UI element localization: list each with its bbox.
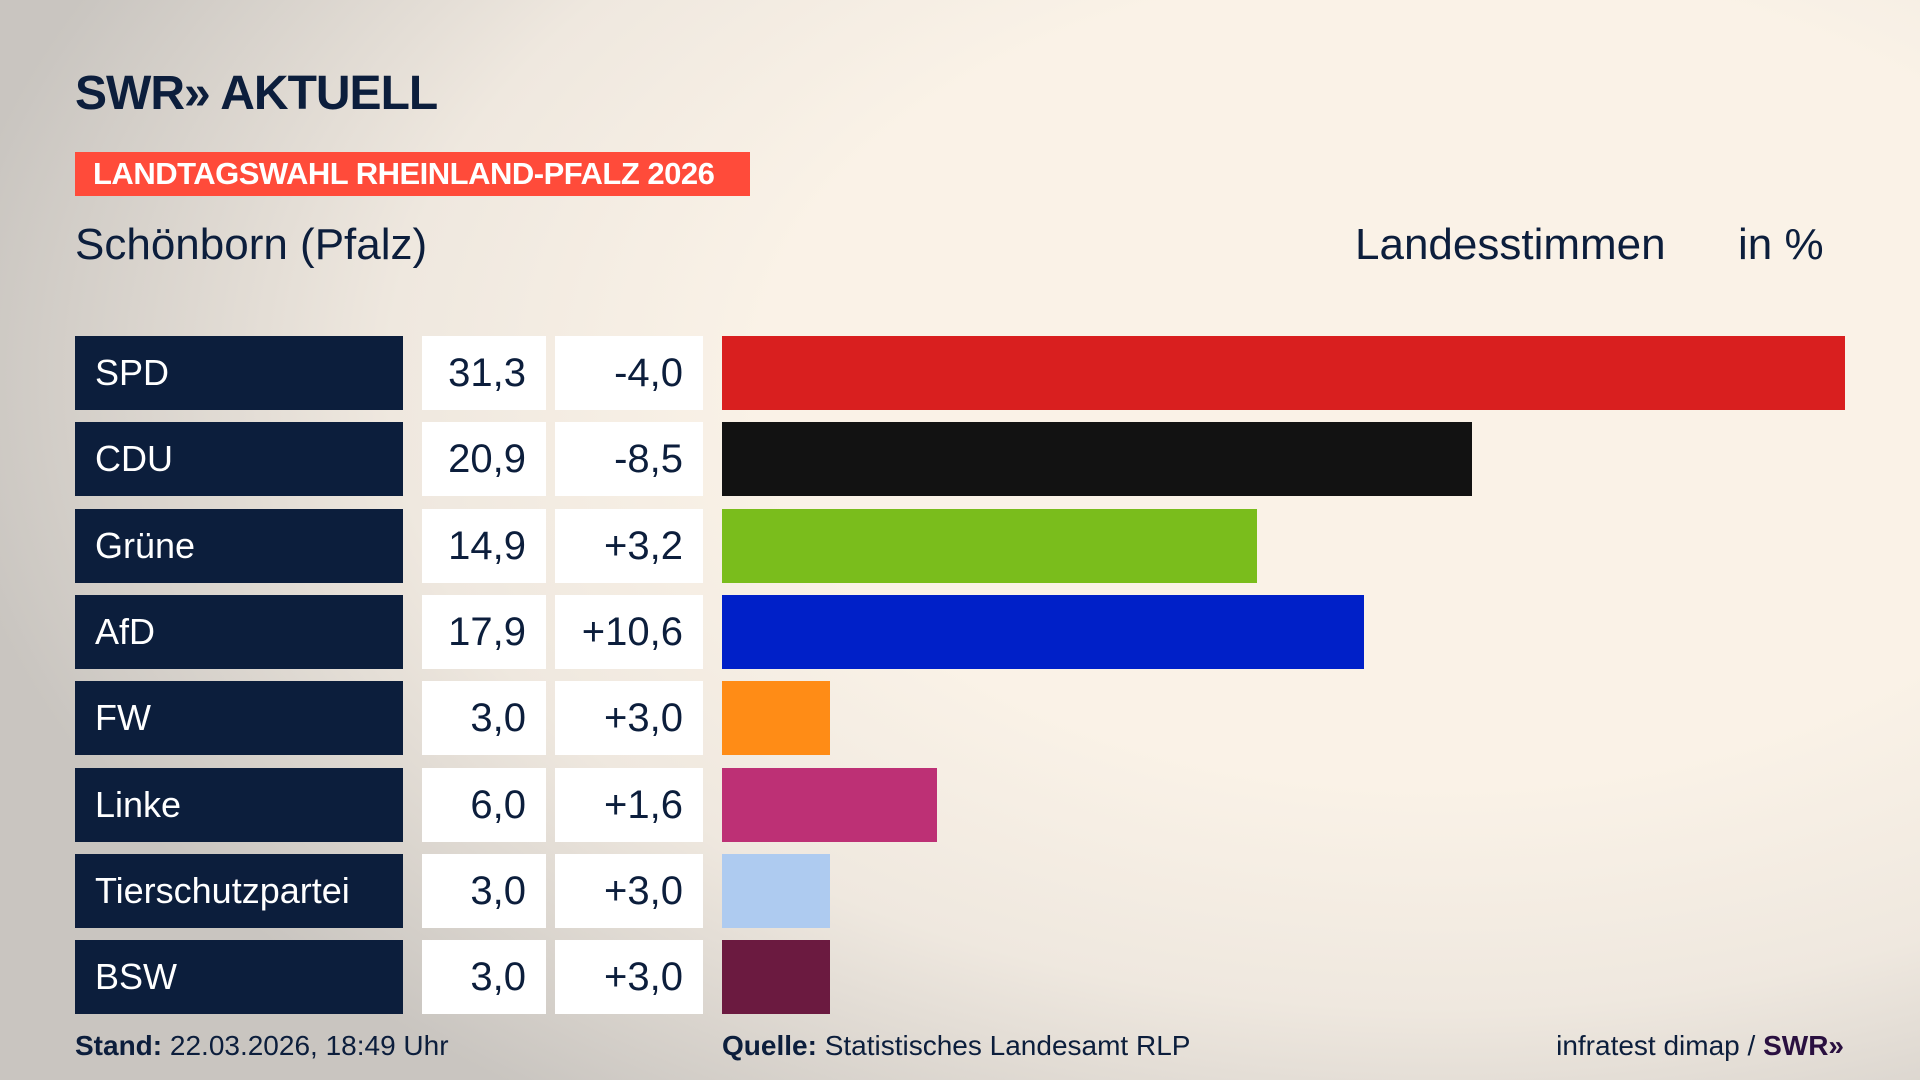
vote-change: +3,0 (555, 940, 703, 1015)
result-row: FW 3,0 +3,0 (0, 681, 1920, 756)
party-name: Tierschutzpartei (75, 853, 403, 928)
result-row: BSW 3,0 +3,0 (0, 940, 1920, 1015)
vote-change: -4,0 (555, 336, 703, 410)
stand-value: 22.03.2026, 18:49 Uhr (162, 1030, 449, 1061)
source: Quelle: Statistisches Landesamt RLP (722, 1030, 1190, 1062)
source-label: Quelle: (722, 1030, 817, 1061)
bar-fw (722, 681, 830, 756)
credit: infratest dimap / SWR» (1556, 1030, 1844, 1062)
bar-bsw (722, 940, 830, 1015)
bar-cdu (722, 422, 1472, 497)
vote-change: +10,6 (555, 594, 703, 669)
result-row: Grüne 14,9 +3,2 (0, 508, 1920, 583)
party-name: AfD (75, 594, 403, 669)
vote-share: 3,0 (422, 853, 546, 928)
vote-share: 31,3 (422, 336, 546, 410)
election-banner: LANDTAGSWAHL RHEINLAND-PFALZ 2026 (75, 152, 750, 196)
swr-aktuell-logo: SWR» AKTUELL (75, 67, 438, 120)
vote-share: 6,0 (422, 767, 546, 842)
result-row: Tierschutzpartei 3,0 +3,0 (0, 853, 1920, 928)
unit-label: in % (1738, 220, 1824, 269)
bar-linke (722, 767, 938, 842)
party-name: Linke (75, 767, 403, 842)
party-name: Grüne (75, 508, 403, 583)
vote-share: 3,0 (422, 681, 546, 756)
bar-tierschutzpartei (722, 853, 830, 928)
swr-brand: SWR» (1763, 1030, 1844, 1061)
place-title: Schönborn (Pfalz) (75, 220, 428, 269)
vote-share: 20,9 (422, 422, 546, 497)
bar-grüne (722, 508, 1257, 583)
bar-afd (722, 594, 1365, 669)
source-value: Statistisches Landesamt RLP (816, 1030, 1191, 1061)
vote-change: +3,0 (555, 853, 703, 928)
vote-change: +1,6 (555, 767, 703, 842)
party-name: FW (75, 681, 403, 756)
column-label: Landesstimmen (1355, 220, 1666, 269)
vote-share: 3,0 (422, 940, 546, 1015)
result-row: AfD 17,9 +10,6 (0, 594, 1920, 669)
timestamp: Stand: 22.03.2026, 18:49 Uhr (75, 1030, 449, 1062)
credit-text: infratest dimap / (1556, 1030, 1764, 1061)
vote-change: +3,2 (555, 508, 703, 583)
party-name: BSW (75, 940, 403, 1015)
result-row: CDU 20,9 -8,5 (0, 422, 1920, 497)
vote-change: -8,5 (555, 422, 703, 497)
vote-share: 14,9 (422, 508, 546, 583)
result-row: Linke 6,0 +1,6 (0, 767, 1920, 842)
vote-share: 17,9 (422, 594, 546, 669)
party-name: CDU (75, 422, 403, 497)
result-row: SPD 31,3 -4,0 (0, 336, 1920, 410)
bar-spd (722, 336, 1845, 410)
vote-change: +3,0 (555, 681, 703, 756)
party-name: SPD (75, 336, 403, 410)
stand-label: Stand: (75, 1030, 163, 1061)
